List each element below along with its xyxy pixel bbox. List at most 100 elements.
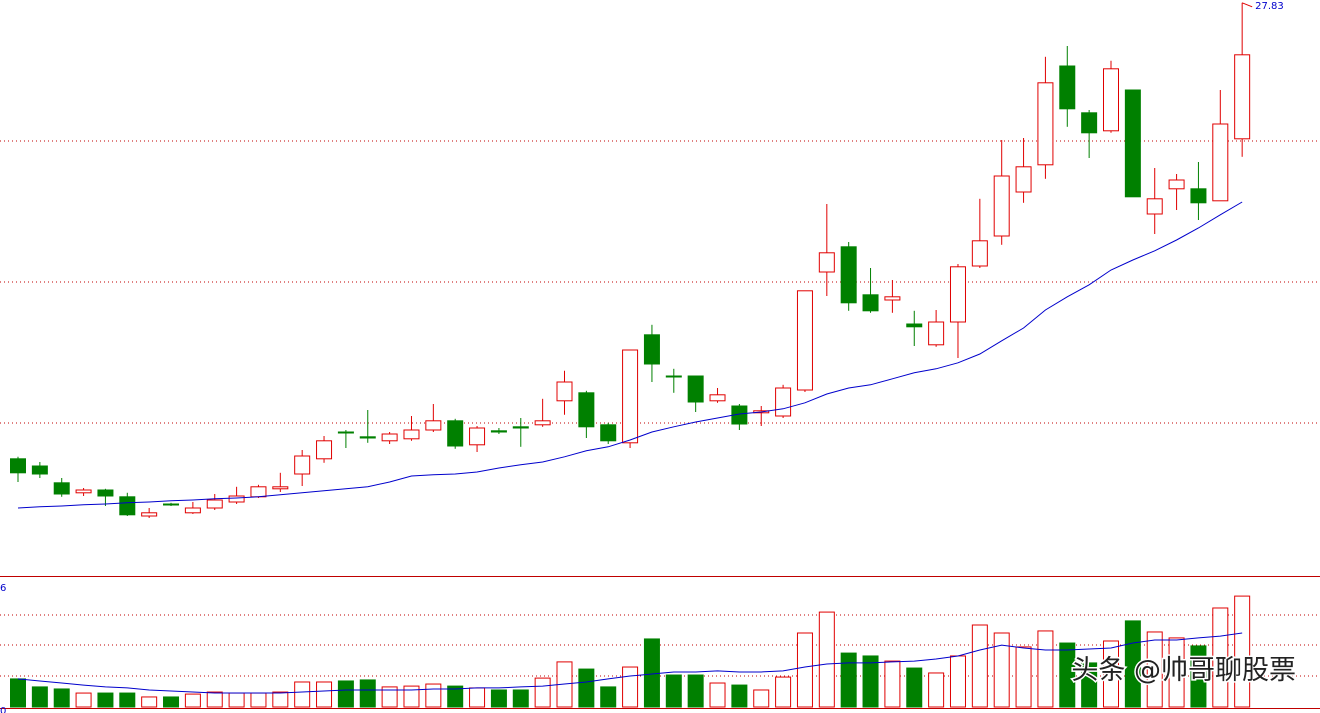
- volume-bar: [403, 685, 420, 708]
- volume-bar: [534, 677, 551, 708]
- candle-body: [228, 495, 245, 503]
- volume-bar: [316, 681, 333, 708]
- candle-body: [75, 489, 92, 494]
- volume-bar: [622, 666, 639, 708]
- candle-body: [1190, 188, 1207, 204]
- candle-body: [10, 458, 26, 474]
- y-tick-label: 6: [0, 583, 6, 594]
- volume-bar: [228, 692, 245, 708]
- volume-bar: [250, 692, 267, 708]
- candle-body: [316, 440, 333, 460]
- volume-bar: [840, 652, 857, 708]
- volume-bar: [578, 668, 595, 708]
- candle-body: [1015, 166, 1032, 193]
- volume-bar: [1059, 642, 1076, 708]
- volume-bar: [862, 655, 879, 708]
- candle-body: [447, 420, 464, 447]
- volume-bar: [884, 660, 901, 708]
- candle-body: [141, 512, 158, 517]
- candle-body: [1146, 198, 1163, 215]
- candle-body: [403, 429, 420, 440]
- candle-body: [971, 240, 988, 267]
- volume-bar: [796, 632, 813, 708]
- volume-bar: [1146, 631, 1163, 708]
- candle-body: [622, 349, 639, 444]
- candle-body: [1124, 89, 1141, 198]
- volume-bar: [10, 678, 26, 708]
- volume-bar: [643, 638, 660, 708]
- high-label: 27.83: [1255, 1, 1284, 12]
- candle-body: [250, 486, 267, 498]
- volume-bar: [665, 674, 682, 708]
- candle-body: [775, 387, 792, 417]
- volume-bar: [687, 674, 704, 708]
- candle-body: [993, 175, 1010, 237]
- watermark: 头条 @帅哥聊股票: [1071, 655, 1296, 686]
- candle-body: [512, 426, 529, 429]
- volume-bar: [75, 692, 92, 708]
- volume-bar: [490, 689, 507, 708]
- volume-bar: [447, 685, 464, 708]
- candle-body: [556, 381, 573, 402]
- volume-bar: [97, 692, 114, 708]
- candle-body: [818, 252, 835, 273]
- volume-bar: [1037, 630, 1054, 708]
- volume-bar: [337, 680, 354, 708]
- candle-body: [490, 430, 507, 433]
- candle-body: [643, 334, 660, 365]
- candle-body: [949, 266, 966, 323]
- volume-bar: [1015, 646, 1032, 708]
- volume-bar: [294, 681, 311, 708]
- candle-body: [1059, 65, 1076, 110]
- candle-body: [840, 246, 857, 304]
- volume-bar: [818, 611, 835, 708]
- volume-average: [17, 632, 1243, 694]
- candle-body: [1212, 123, 1229, 202]
- candle-body: [600, 424, 617, 442]
- volume-bar: [731, 684, 748, 708]
- high-pointer: [1241, 2, 1253, 8]
- volume-bar: [512, 689, 529, 708]
- candle-body: [534, 420, 551, 426]
- volume-bar: [1168, 637, 1185, 708]
- volume-bar: [1103, 640, 1119, 708]
- volume-bar: [1081, 662, 1098, 708]
- volume-bar: [753, 689, 770, 708]
- volume-bar: [31, 686, 48, 708]
- candle-body: [1103, 68, 1119, 132]
- candle-body: [97, 489, 114, 497]
- volume-bar: [141, 696, 158, 708]
- moving-average: [17, 201, 1243, 509]
- volume-bar: [425, 683, 442, 708]
- candle-body: [469, 427, 486, 446]
- candle-body: [294, 455, 311, 475]
- candle-body: [906, 323, 923, 328]
- volume-bar: [775, 676, 792, 708]
- candle-body: [928, 321, 945, 346]
- candle-body: [206, 499, 223, 509]
- volume-bar: [971, 624, 988, 708]
- candle-body: [1234, 54, 1251, 140]
- volume-bar: [928, 672, 945, 708]
- volume-bar: [993, 632, 1010, 708]
- candle-body: [184, 507, 201, 514]
- candle-body: [665, 375, 682, 378]
- candle-body: [862, 294, 879, 312]
- volume-bar: [600, 686, 617, 708]
- candle-body: [1037, 82, 1054, 166]
- candle-body: [884, 296, 901, 301]
- candle-body: [796, 290, 813, 391]
- candle-body: [163, 503, 180, 506]
- candle-body: [53, 482, 70, 495]
- volume-bar: [206, 691, 223, 708]
- volume-bar: [1212, 607, 1229, 708]
- volume-bar: [119, 692, 136, 708]
- candle-body: [709, 394, 726, 402]
- candle-body: [31, 465, 48, 475]
- candle-body: [1168, 179, 1185, 190]
- volume-bar: [163, 696, 180, 708]
- candle-body: [425, 420, 442, 431]
- volume-bar: [906, 667, 923, 708]
- candle-body: [119, 496, 136, 516]
